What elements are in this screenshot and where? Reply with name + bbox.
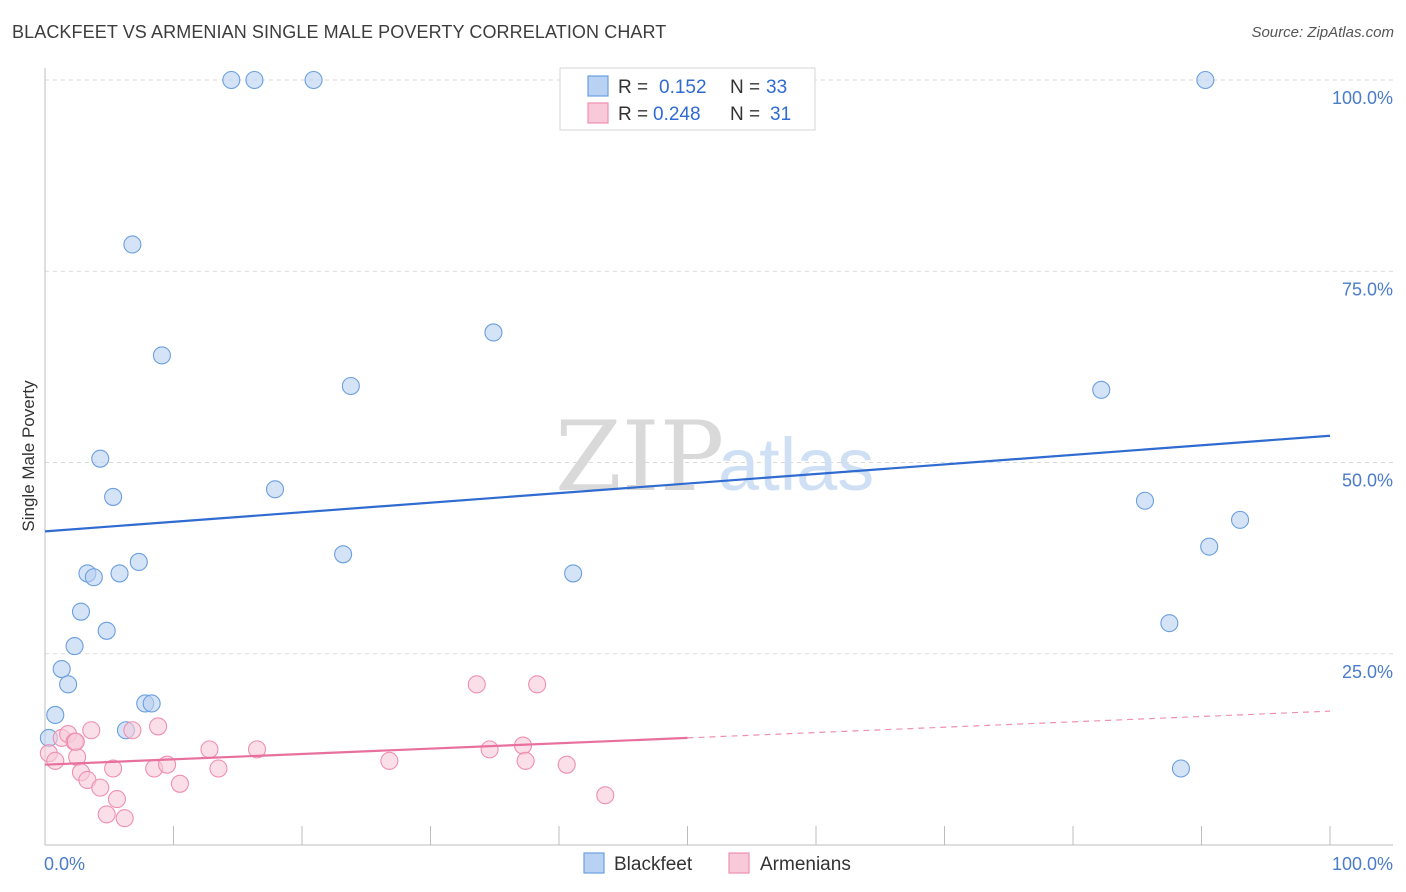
point-armenians <box>97 805 116 824</box>
point-blackfeet <box>104 487 123 506</box>
point-blackfeet <box>564 564 583 583</box>
chart-title: BLACKFEET VS ARMENIAN SINGLE MALE POVERT… <box>12 22 667 42</box>
legend-box: R = 0.152 N = 33 R = 0.248 N = 31 <box>559 67 816 131</box>
point-blackfeet <box>1171 759 1190 778</box>
legend-r-value: 0.152 <box>659 77 707 98</box>
point-blackfeet <box>1135 491 1155 510</box>
bottom-legend-swatch-blackfeet <box>583 852 605 874</box>
point-blackfeet <box>484 323 503 342</box>
point-armenians <box>209 759 228 778</box>
legend-r-value: 0.248 <box>653 104 701 125</box>
point-blackfeet <box>91 449 110 468</box>
x-tick-label: 0.0% <box>44 854 85 874</box>
point-armenians <box>123 721 142 740</box>
source-label: Source: ZipAtlas.com <box>1251 24 1394 41</box>
point-blackfeet <box>129 552 148 572</box>
point-armenians <box>380 751 399 770</box>
point-armenians <box>480 740 499 759</box>
bottom-legend-blackfeet: Blackfeet <box>614 854 693 875</box>
point-blackfeet <box>334 545 353 564</box>
point-armenians <box>46 751 65 770</box>
point-blackfeet <box>97 621 116 640</box>
point-blackfeet <box>110 564 129 583</box>
point-blackfeet <box>1160 614 1179 633</box>
bottom-legend: Blackfeet Armenians <box>583 852 851 875</box>
legend-r-label: R = <box>618 104 648 125</box>
bottom-legend-armenians: Armenians <box>760 854 851 875</box>
point-armenians <box>247 740 267 759</box>
point-blackfeet <box>341 376 360 396</box>
point-blackfeet <box>65 637 84 656</box>
point-armenians <box>200 740 219 759</box>
legend-n-label: N = <box>730 77 760 98</box>
x-tick-labels: 0.0% 100.0% <box>44 854 1393 874</box>
point-armenians <box>115 809 134 828</box>
watermark-zip: ZIP <box>555 401 724 513</box>
point-blackfeet <box>1092 380 1111 399</box>
y-tick-label: 25.0% <box>1342 662 1393 682</box>
point-blackfeet <box>142 694 161 713</box>
legend-swatch-armenians <box>587 102 609 124</box>
axes <box>44 68 1393 846</box>
legend-r-label: R = <box>618 77 648 98</box>
bottom-legend-swatch-armenians <box>728 852 750 874</box>
point-blackfeet <box>71 602 91 621</box>
point-armenians <box>104 759 123 778</box>
point-armenians <box>170 774 189 793</box>
point-armenians <box>82 721 101 740</box>
trend-extension-armenians <box>687 710 1331 739</box>
point-blackfeet <box>84 568 103 587</box>
trend-line-armenians <box>44 736 688 766</box>
legend-swatch-blackfeet <box>587 75 609 97</box>
legend-n-label: N = <box>730 104 760 125</box>
point-armenians <box>467 675 486 694</box>
point-blackfeet <box>222 70 241 90</box>
y-tick-labels: 100.0% 75.0% 50.0% 25.0% <box>1332 88 1393 682</box>
point-blackfeet <box>265 480 285 499</box>
y-tick-label: 50.0% <box>1342 471 1393 491</box>
grid-lines <box>45 79 1393 655</box>
legend-n-value: 33 <box>766 77 787 98</box>
point-armenians <box>66 732 85 751</box>
legend-n-value: 31 <box>770 104 791 125</box>
point-blackfeet <box>46 705 65 725</box>
point-blackfeet <box>52 659 71 679</box>
watermark-atlas: atlas <box>718 423 874 506</box>
point-blackfeet <box>245 70 264 90</box>
point-blackfeet <box>1200 537 1219 556</box>
point-armenians <box>91 778 110 797</box>
point-armenians <box>596 786 615 805</box>
point-armenians <box>528 675 547 694</box>
point-blackfeet <box>304 70 323 90</box>
y-axis-label: Single Male Poverty <box>19 380 38 532</box>
point-armenians <box>516 751 535 770</box>
data-points <box>39 70 1250 828</box>
point-armenians <box>107 790 127 809</box>
point-blackfeet <box>1196 70 1215 90</box>
x-tick-label: 100.0% <box>1332 854 1393 874</box>
y-tick-label: 100.0% <box>1332 88 1393 108</box>
point-blackfeet <box>123 235 142 254</box>
trend-lines <box>44 434 1331 766</box>
point-armenians <box>557 755 576 774</box>
point-blackfeet <box>1231 510 1250 529</box>
trend-line-blackfeet <box>44 434 1331 533</box>
point-blackfeet <box>152 346 171 365</box>
y-tick-label: 75.0% <box>1342 279 1393 299</box>
point-blackfeet <box>59 675 78 694</box>
point-armenians <box>149 717 168 736</box>
